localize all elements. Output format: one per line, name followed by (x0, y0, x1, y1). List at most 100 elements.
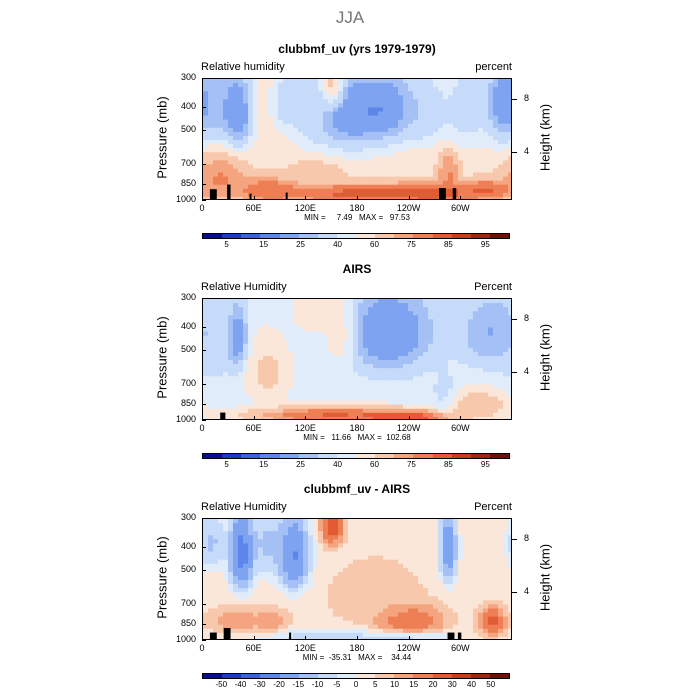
heatmap-cell (383, 588, 389, 593)
heatmap-cell (218, 99, 224, 104)
heatmap-cell (288, 83, 294, 88)
heatmap-cell (403, 412, 409, 418)
heatmap-cell (273, 575, 279, 581)
heatmap-cell (428, 580, 434, 585)
heatmap-cell (228, 388, 234, 394)
heatmap-cell (303, 571, 309, 577)
heatmap-cell (393, 140, 399, 145)
heatmap-cell (498, 559, 504, 565)
heatmap-cell (378, 571, 384, 577)
heatmap-cell (358, 327, 364, 333)
heatmap-cell (203, 95, 209, 100)
heatmap-cell (318, 580, 324, 585)
heatmap-cell (323, 347, 329, 353)
heatmap-cell (268, 535, 274, 540)
heatmap-cell (448, 327, 454, 333)
heatmap-cell (368, 571, 374, 577)
heatmap-cell (493, 176, 499, 182)
heatmap-cell (393, 315, 399, 320)
heatmap-cell (263, 351, 269, 357)
heatmap-cell (348, 335, 354, 341)
heatmap-cell (258, 172, 264, 178)
heatmap-cell (413, 87, 419, 92)
heatmap-cell (373, 311, 379, 316)
heatmap-cell (493, 404, 499, 410)
heatmap-cell (253, 519, 259, 524)
heatmap-cell (398, 95, 404, 100)
heatmap-cell (203, 416, 209, 419)
heatmap-cell (363, 168, 369, 174)
variable-label: Relative humidity (201, 61, 285, 73)
heatmap-cell (343, 339, 349, 345)
heatmap-cell (503, 547, 509, 553)
heatmap-cell (408, 347, 414, 353)
heatmap-cell (223, 323, 229, 329)
heatmap-cell (333, 368, 339, 373)
heatmap-cell (223, 311, 229, 316)
heatmap-cell (268, 531, 274, 536)
heatmap-cell (303, 547, 309, 553)
heatmap-cell (473, 188, 479, 194)
heatmap-cell (448, 555, 454, 561)
heatmap-cell (348, 416, 354, 419)
heatmap-cell (303, 144, 309, 149)
heatmap-cell (348, 103, 354, 109)
heatmap-cell (363, 335, 369, 341)
heatmap-cell (398, 535, 404, 540)
heatmap-cell (343, 519, 349, 524)
heatmap-cell (233, 388, 239, 394)
heatmap-cell (373, 351, 379, 357)
heatmap-cell (258, 184, 264, 190)
heatmap-cell (408, 123, 414, 129)
heatmap-cell (473, 588, 479, 593)
heatmap-cell (228, 584, 234, 589)
heatmap-cell (428, 404, 434, 410)
heatmap-cell (403, 180, 409, 186)
heatmap-cell (328, 335, 334, 341)
heatmap-cell (408, 115, 414, 121)
heatmap-cell (383, 380, 389, 385)
heatmap-cell (438, 523, 444, 528)
heatmap-cell (208, 315, 214, 320)
heatmap-cell (233, 323, 239, 329)
heatmap-cell (473, 364, 479, 369)
heatmap-cell (323, 319, 329, 324)
heatmap-cell (278, 115, 284, 121)
heatmap-cell (448, 396, 454, 402)
heatmap-cell (278, 584, 284, 589)
heatmap-cell (503, 107, 509, 113)
heatmap-cell (473, 192, 479, 198)
heatmap-cell (503, 376, 509, 381)
heatmap-cell (293, 555, 299, 561)
heatmap-cell (448, 339, 454, 345)
heatmap-cell (438, 571, 444, 577)
heatmap-cell (433, 400, 439, 406)
heatmap-cell (293, 115, 299, 121)
heatmap-cell (383, 368, 389, 373)
heatmap-cell (333, 91, 339, 96)
heatmap-cell (318, 131, 324, 137)
x-tick-mark (408, 196, 410, 200)
heatmap-cell (443, 580, 449, 585)
heatmap-cell (443, 535, 449, 540)
heatmap-cell (293, 323, 299, 329)
colorbar-label: 25 (296, 240, 305, 249)
heatmap-cell (243, 343, 249, 349)
heatmap-cell (213, 323, 219, 329)
heatmap-cell (418, 307, 424, 312)
heatmap-cell (273, 523, 279, 528)
heatmap-cell (278, 184, 284, 190)
heatmap-cell (478, 172, 484, 178)
heatmap-cell (233, 176, 239, 182)
heatmap-cell (493, 184, 499, 190)
heatmap-cell (493, 144, 499, 149)
heatmap-cell (383, 176, 389, 182)
heatmap-cell (443, 408, 449, 414)
heatmap-cell (433, 580, 439, 585)
heatmap-cell (508, 584, 511, 589)
heatmap-cell (293, 539, 299, 544)
heatmap-cell (508, 404, 511, 410)
heatmap-cell (438, 323, 444, 329)
heatmap-cell (283, 119, 289, 125)
y-tick-mark (202, 327, 206, 329)
